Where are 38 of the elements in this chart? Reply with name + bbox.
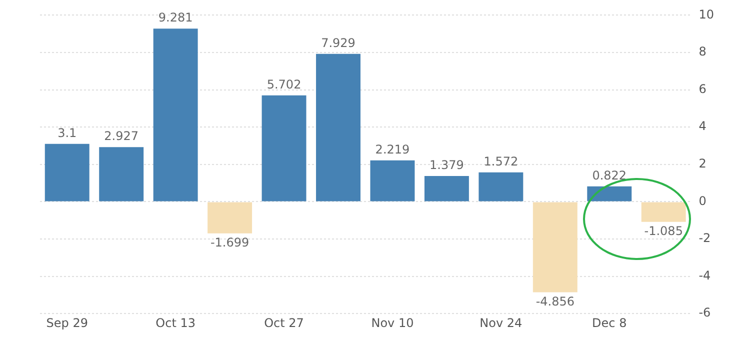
data-label: -1.085 xyxy=(644,224,683,238)
bar xyxy=(532,202,578,292)
y-tick-label: 0 xyxy=(698,194,706,208)
data-label: 1.379 xyxy=(430,158,464,172)
data-label: 2.219 xyxy=(375,142,410,156)
bar xyxy=(316,54,360,202)
x-tick-label: Oct 27 xyxy=(264,316,304,330)
bar xyxy=(99,147,144,202)
x-tick-label: Sep 29 xyxy=(46,316,88,330)
x-tick-label: Dec 8 xyxy=(592,316,627,330)
y-tick-label: 6 xyxy=(698,82,706,96)
data-label: 7.929 xyxy=(321,36,356,50)
y-tick-label: 2 xyxy=(698,156,706,171)
bar xyxy=(262,95,306,202)
data-label: -4.856 xyxy=(536,294,575,308)
data-label: 3.1 xyxy=(58,126,77,140)
y-tick-label: -2 xyxy=(698,231,711,246)
y-tick-label: 8 xyxy=(698,44,706,59)
data-label: 5.702 xyxy=(266,77,302,92)
bar xyxy=(44,144,90,202)
x-tick-label: Nov 10 xyxy=(371,316,414,330)
data-label: 1.572 xyxy=(484,154,518,169)
y-tick-label: -4 xyxy=(698,268,711,282)
x-tick-label: Nov 24 xyxy=(480,316,522,330)
data-label: 0.822 xyxy=(592,168,627,182)
data-label: -1.699 xyxy=(210,236,250,250)
bar xyxy=(153,28,198,202)
bar xyxy=(370,160,415,202)
bar xyxy=(208,202,252,234)
y-tick-label: 10 xyxy=(698,7,714,22)
y-tick-label: -6 xyxy=(698,306,711,320)
bar xyxy=(641,202,686,222)
x-tick-label: Oct 13 xyxy=(156,316,196,330)
bar xyxy=(478,172,524,202)
data-label: 9.281 xyxy=(158,10,193,25)
data-label: 2.927 xyxy=(104,129,139,144)
y-tick-label: 4 xyxy=(698,119,706,134)
bar xyxy=(424,176,469,202)
